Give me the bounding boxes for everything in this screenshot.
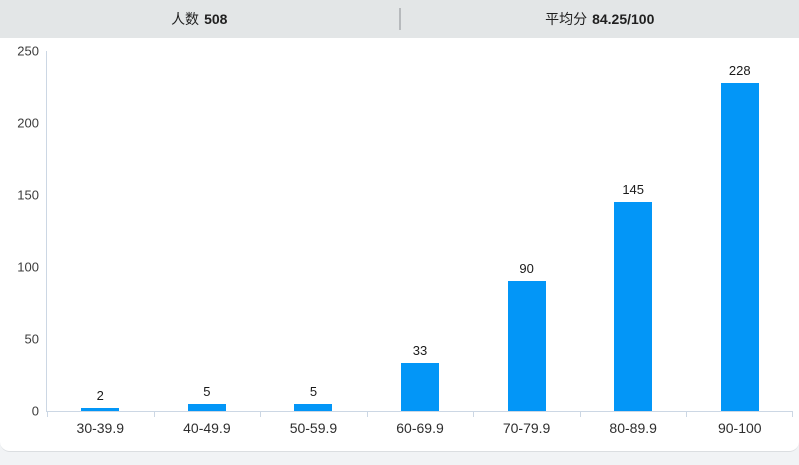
x-axis-tick	[473, 411, 475, 417]
bar-column: 5 50-59.9	[260, 51, 367, 436]
x-axis-category-label: 30-39.9	[76, 420, 125, 436]
bar-column: 90 70-79.9	[473, 51, 580, 436]
x-axis-tick	[366, 411, 368, 417]
bar	[187, 403, 226, 411]
y-axis-tick-label: 250	[17, 43, 39, 59]
x-axis-category-label: 90-100	[717, 420, 762, 436]
bar-column: 228 90-100	[686, 51, 793, 436]
score-distribution-bar-chart: 2 30-39.9 5 40-49.9 5 50-59.9 33 60-69.9 90 70-79…	[17, 45, 793, 436]
bar-column: 33 60-69.9	[367, 51, 474, 436]
x-axis-tick	[47, 411, 48, 417]
y-axis-tick-label: 200	[17, 115, 39, 131]
y-axis-tick-label: 100	[17, 259, 39, 275]
bar-value-label: 228	[728, 62, 751, 78]
average-score-value: 84.25/100	[592, 11, 655, 27]
bar-column: 5 40-49.9	[154, 51, 261, 436]
y-axis-tick-label: 0	[31, 403, 39, 419]
bar	[401, 363, 440, 411]
y-axis-tick-label: 50	[24, 331, 39, 347]
respondent-count-stat: 人数 508	[0, 9, 399, 29]
x-axis-tick	[260, 411, 262, 417]
bar	[614, 202, 653, 411]
quiz-results-page: 人数 508 平均分 84.25/100 2 30-39.9 5 40-49.9 5 50-5…	[0, 0, 799, 452]
x-axis-tick	[686, 411, 688, 417]
bar-value-label: 2	[96, 388, 104, 404]
bar	[507, 281, 546, 411]
bar-value-label: 145	[622, 182, 645, 198]
average-score-label: 平均分	[545, 11, 588, 27]
bar	[81, 408, 120, 411]
bar	[720, 82, 759, 411]
x-axis-category-label: 50-59.9	[289, 420, 338, 436]
respondent-count-value: 508	[204, 11, 228, 27]
x-axis-category-label: 80-89.9	[609, 420, 657, 436]
bar-columns: 2 30-39.9 5 40-49.9 5 50-59.9 33 60-69.9 90 70-79…	[47, 51, 793, 436]
x-axis-category-label: 40-49.9	[183, 420, 231, 436]
bar-value-label: 5	[203, 383, 211, 399]
bar-column: 145 80-89.9	[580, 51, 687, 436]
bar	[294, 403, 333, 411]
y-axis-tick-label: 150	[17, 187, 39, 203]
respondent-count-label: 人数	[171, 11, 200, 27]
average-score-stat: 平均分 84.25/100	[401, 9, 799, 29]
bar-value-label: 5	[309, 383, 318, 399]
x-axis-tick	[792, 411, 793, 417]
x-axis-category-label: 60-69.9	[396, 420, 444, 436]
bar-value-label: 33	[412, 343, 428, 359]
header-divider	[398, 8, 401, 30]
stats-header: 人数 508 平均分 84.25/100	[0, 0, 799, 38]
bar-column: 2 30-39.9	[47, 51, 154, 436]
x-axis-tick	[153, 411, 155, 417]
x-axis-tick	[579, 411, 581, 417]
chart-card: 2 30-39.9 5 40-49.9 5 50-59.9 33 60-69.9 90 70-79…	[0, 38, 799, 452]
x-axis-category-label: 70-79.9	[502, 420, 551, 436]
bar-value-label: 90	[519, 261, 534, 277]
